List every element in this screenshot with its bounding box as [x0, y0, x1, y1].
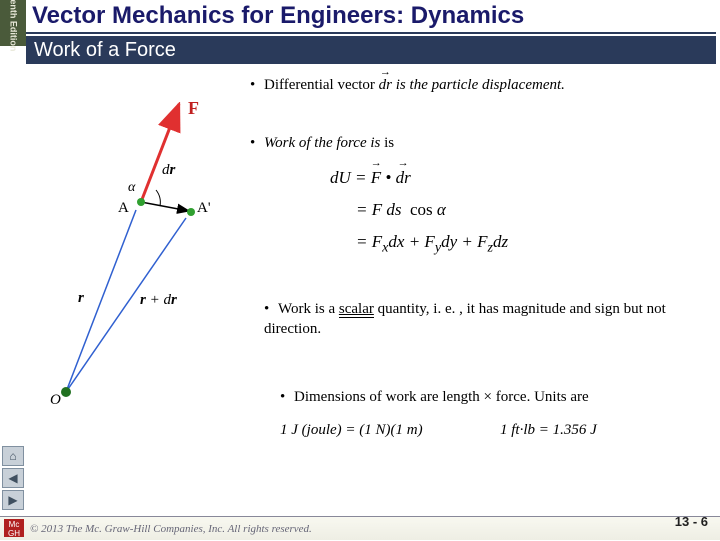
b3-pre: Work is a	[278, 301, 339, 317]
force-diagram: F dr α A A' r r + dr O	[36, 102, 246, 412]
eq-units2: 1 ft·lb = 1.356 J	[500, 422, 597, 439]
eq-units1: 1 J (joule) = (1 N)(1 m)	[280, 422, 423, 439]
footer: McGH © 2013 The Mc. Graw-Hill Companies,…	[0, 516, 720, 540]
label-O: O	[50, 392, 61, 409]
page-number: 13 - 6	[675, 510, 708, 534]
b1-post: is the particle displacement.	[396, 77, 565, 93]
b4-pre: Dimensions of work are	[294, 389, 442, 405]
eq-line2: = F ds cos α	[356, 200, 446, 220]
next-icon[interactable]: ▶	[2, 490, 24, 510]
eq-line3: = Fxdx + Fydy + Fzdz	[356, 232, 508, 256]
label-rdr: r + dr	[140, 292, 177, 309]
page-subtitle: Work of a Force	[26, 36, 716, 64]
bullet-4: •Dimensions of work are length × force. …	[280, 388, 700, 408]
edition-text: Tenth Edition	[8, 0, 18, 51]
edition-spine: Tenth Edition	[0, 0, 26, 46]
publisher-logo: McGH	[4, 519, 24, 537]
b4-mid: length × force	[442, 389, 526, 405]
b4-post: . Units are	[527, 389, 589, 405]
bullet-2: •Work of the force is is	[250, 134, 690, 154]
b3-scalar: scalar	[339, 301, 374, 318]
b1-pre: Differential vector	[264, 77, 379, 93]
label-F: F	[188, 98, 199, 119]
copyright-text: © 2013 The Mc. Graw-Hill Companies, Inc.…	[30, 523, 312, 535]
nav-icons: ⌂ ◀ ▶	[2, 446, 26, 512]
label-alpha: α	[128, 180, 135, 196]
bullet-1: •Differential vector dr is the particle …	[250, 76, 690, 96]
content-area: F dr α A A' r r + dr O •Differential vec…	[30, 72, 710, 512]
page-title: Vector Mechanics for Engineers: Dynamics	[26, 2, 716, 34]
home-icon[interactable]: ⌂	[2, 446, 24, 466]
prev-icon[interactable]: ◀	[2, 468, 24, 488]
label-Aprime: A'	[197, 200, 211, 217]
label-dr: dr	[162, 162, 175, 179]
b2-text: Work of the force is	[264, 135, 380, 151]
bullet-3: •Work is a scalar quantity, i. e. , it h…	[264, 300, 694, 339]
eq-line1: dU = F • dr	[330, 168, 411, 188]
label-r: r	[78, 290, 84, 307]
diagram-svg	[36, 102, 246, 412]
b1-vec: dr	[379, 77, 392, 93]
label-A: A	[118, 200, 129, 217]
